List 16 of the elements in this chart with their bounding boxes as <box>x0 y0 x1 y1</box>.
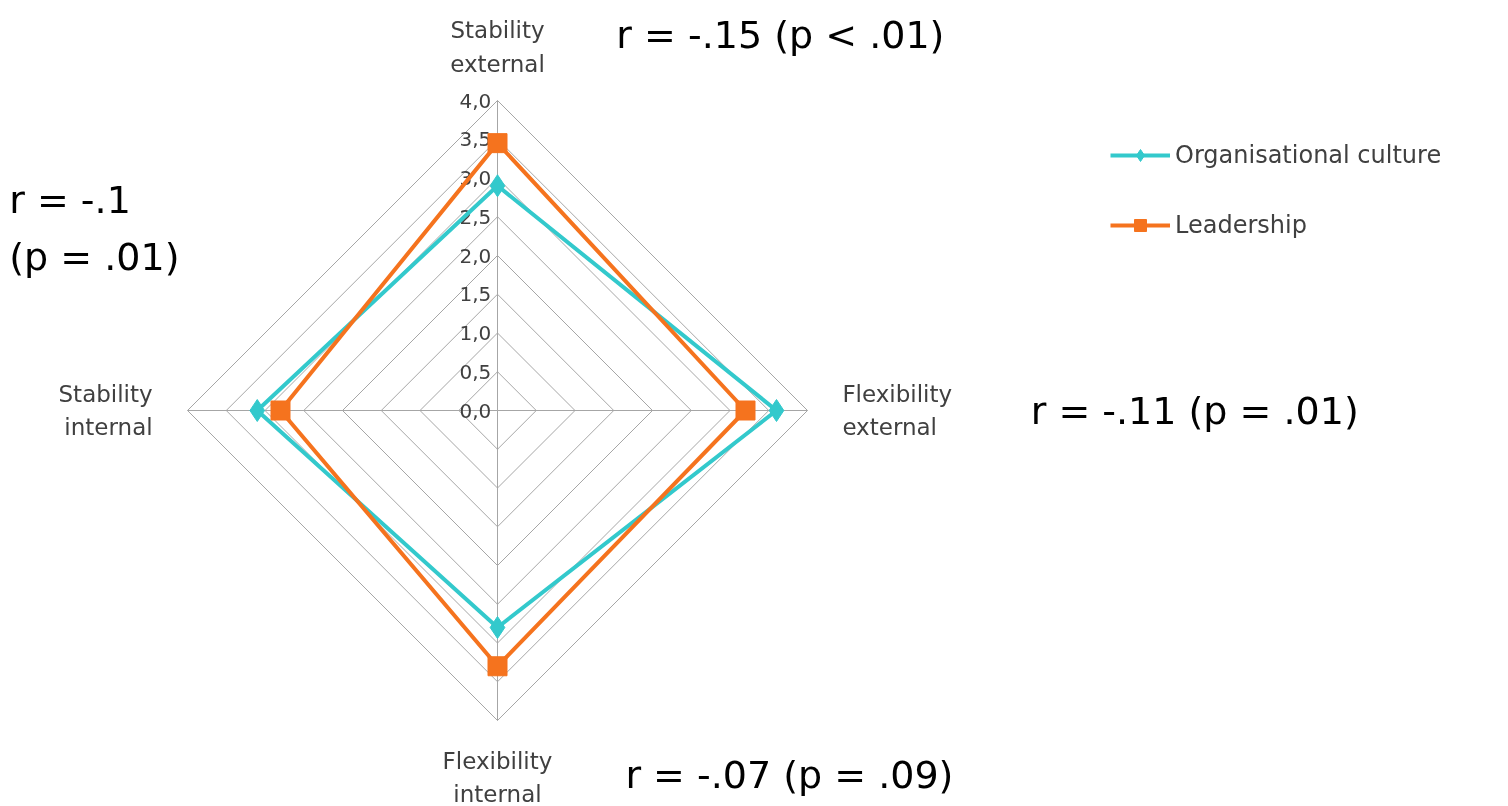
spoke-label: Stability external <box>450 17 545 78</box>
y-tick-label: 1,5 <box>459 282 492 307</box>
text: r = -.07 (p = .09) <box>625 752 954 797</box>
y-tick-label: 0,5 <box>459 359 492 384</box>
y-tick-label: 0,0 <box>459 398 492 423</box>
y-tick-label: 2,0 <box>459 243 492 268</box>
text: r = -.1 (p = .01) <box>9 177 180 279</box>
spoke-label: Flexibility external <box>842 380 953 441</box>
text: r = -.11 (p = .01) <box>1030 388 1359 433</box>
text: r = -.15 (p < .01) <box>616 13 945 58</box>
spoke-label: Stability internal <box>58 380 153 441</box>
y-tick-label: 4,0 <box>459 88 492 113</box>
legend-label: Leadership <box>1175 211 1307 239</box>
legend-label: Organisational culture <box>1175 141 1442 169</box>
spoke-label: Flexibility internal <box>442 747 553 806</box>
y-tick-label: 1,0 <box>459 321 492 345</box>
